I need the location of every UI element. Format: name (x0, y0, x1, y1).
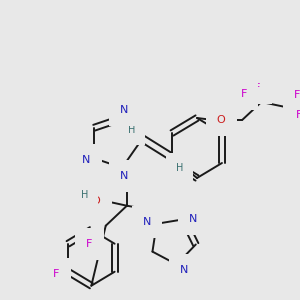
Text: F: F (296, 110, 300, 120)
Text: N: N (120, 105, 128, 115)
Text: F: F (254, 83, 261, 93)
Text: N: N (189, 214, 197, 224)
Text: F: F (294, 90, 300, 100)
Text: H: H (81, 190, 88, 200)
Text: O: O (217, 115, 225, 125)
Text: N: N (180, 266, 188, 275)
Text: O: O (92, 196, 100, 206)
Text: H: H (176, 163, 183, 173)
Text: N: N (82, 155, 91, 165)
Text: F: F (53, 269, 60, 279)
Text: H: H (128, 125, 135, 135)
Text: F: F (86, 239, 93, 249)
Text: N: N (143, 217, 151, 227)
Text: F: F (241, 89, 247, 99)
Text: N: N (120, 171, 128, 181)
